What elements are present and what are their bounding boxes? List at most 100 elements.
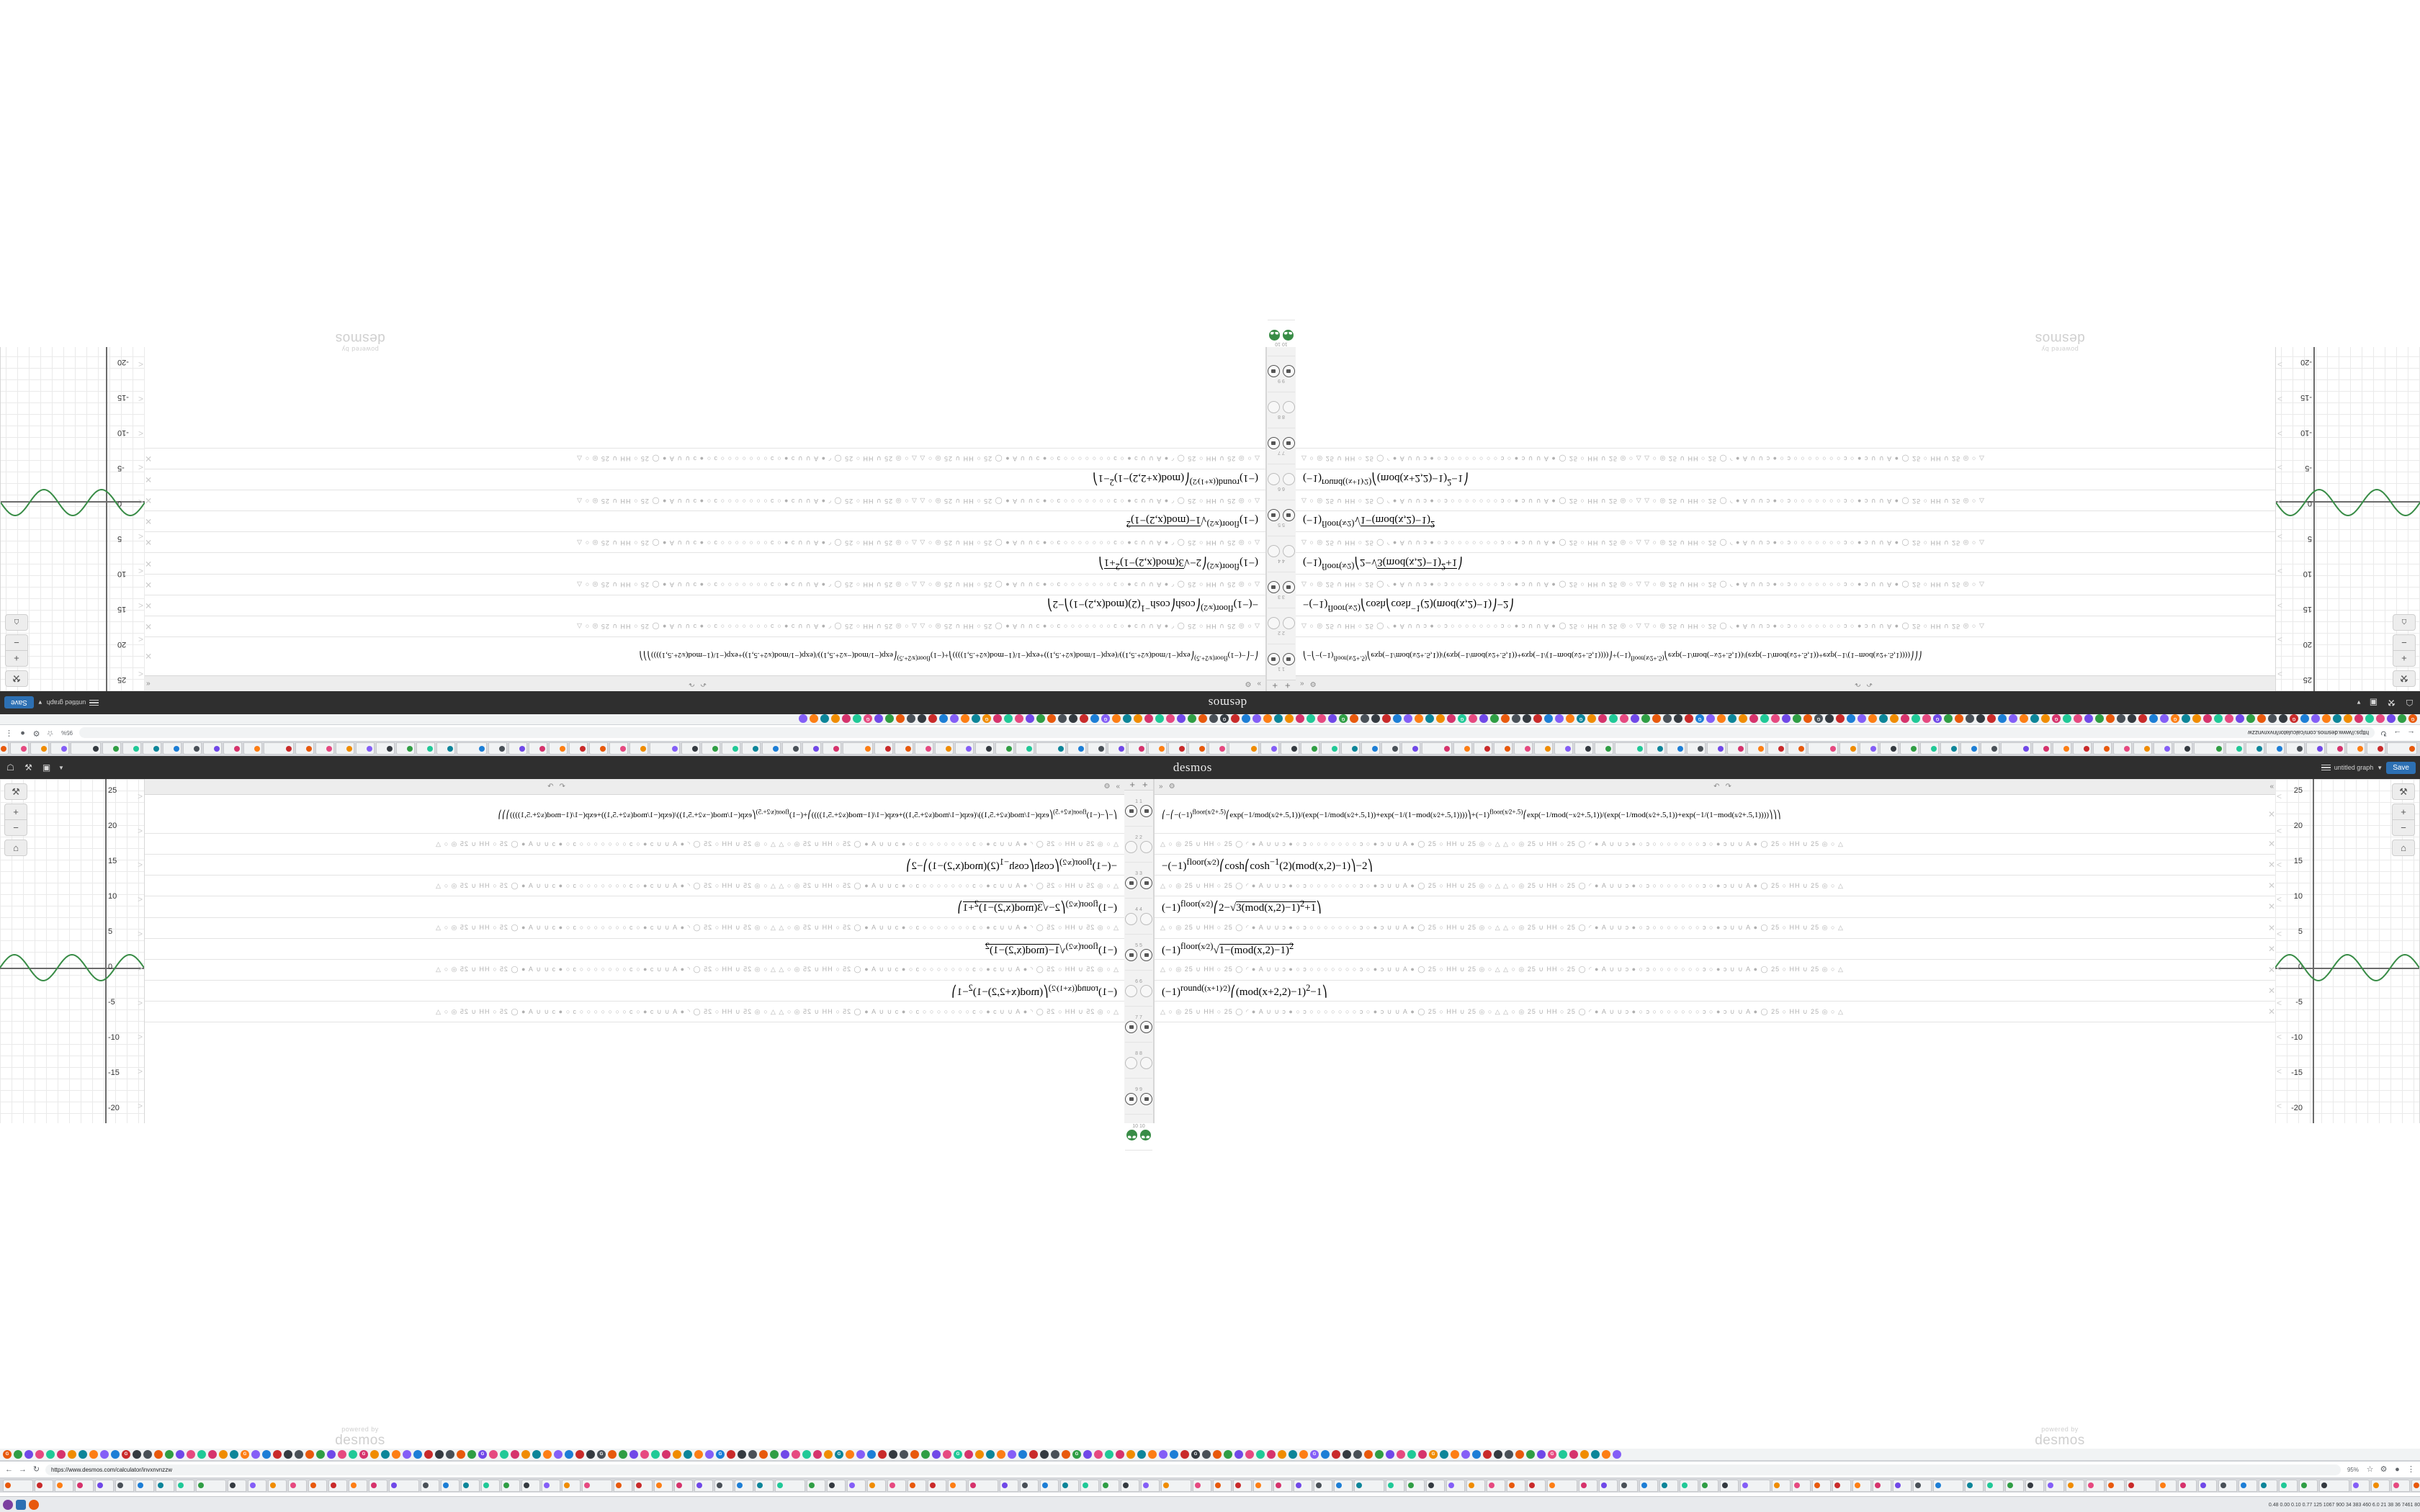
- browser-tab[interactable]: [203, 742, 222, 755]
- taskbar-app-icon[interactable]: [16, 1500, 26, 1510]
- bookmark-icon[interactable]: [1494, 1450, 1502, 1459]
- bookmark-icon[interactable]: [1793, 714, 1801, 723]
- browser-tab[interactable]: [389, 1479, 419, 1492]
- expression-row[interactable]: ⎛−⎛−(−1)floor(x∕2+.5)⎛exp(−1/mod(x∕2+.5,…: [1155, 795, 2278, 834]
- browser-tab[interactable]: [775, 1479, 805, 1492]
- browser-tab[interactable]: [2326, 742, 2345, 755]
- bookmark-icon[interactable]: [1040, 1450, 1049, 1459]
- browser-tab[interactable]: [2319, 1479, 2349, 1492]
- browser-tab[interactable]: [1747, 742, 1766, 755]
- bookmark-icon[interactable]: [1512, 714, 1520, 723]
- expression-formula[interactable]: (−1)floor(x∕2)⎛2−√3(mod(x,2)−1)2+1⎞: [1098, 556, 1258, 572]
- bookmark-icon[interactable]: [1177, 714, 1186, 723]
- expression-formula[interactable]: ⎛−⎛−(−1)floor(x∕2+.5)⎛exp(−1/mod(x∕2+.5,…: [498, 808, 1118, 819]
- browser-tab[interactable]: [1148, 742, 1167, 755]
- browser-tab[interactable]: [243, 742, 262, 755]
- bookmark-icon[interactable]: [1631, 714, 1639, 723]
- bookmark-icon[interactable]: [1047, 714, 1056, 723]
- browser-tab[interactable]: [1253, 1479, 1272, 1492]
- browser-tab[interactable]: [457, 742, 487, 755]
- expression-formula[interactable]: (−1)floor(x∕2)√1−(mod(x,2)−1)2: [985, 940, 1117, 956]
- expression-row[interactable]: △ ○ ◎ 25 ∪ НН ○ 25 ◯ ◜ ● А ∪ ∪ ɔ ● ○ ɔ ○…: [1296, 448, 2419, 469]
- bookmark-icon[interactable]: [885, 714, 894, 723]
- wrench-icon[interactable]: ⚒: [4, 783, 27, 800]
- expression-rail[interactable]: + + 1 1 2 2 3 3 4 4 5 5 6 6 7 7 8 8 9 9 10 10: [1124, 779, 1154, 1151]
- close-icon[interactable]: ✕: [2267, 1007, 2275, 1017]
- gear-icon[interactable]: ⚙: [1245, 680, 1252, 688]
- expression-row[interactable]: △ ○ ◎ 25 ∪ НН ○ 25 ◯ ◜ ● А ∪ ∪ ɔ ● ○ ɔ ○…: [1296, 616, 2419, 636]
- bookmark-icon[interactable]: [1447, 714, 1456, 723]
- expression-row[interactable]: (−1)floor(x∕2)⎛2−√3(mod(x,2)−1)2+1⎞✕: [1296, 552, 2419, 574]
- zoom-controls[interactable]: + −: [5, 634, 28, 667]
- expand-icon[interactable]: »: [1257, 680, 1261, 688]
- browser-tab[interactable]: [1108, 742, 1126, 755]
- bookmark-icon[interactable]: [1126, 1450, 1135, 1459]
- visibility-toggles[interactable]: [1125, 949, 1152, 961]
- browser-tab[interactable]: [1233, 1479, 1252, 1492]
- browser-tab[interactable]: [2133, 742, 2152, 755]
- visibility-toggle-icon[interactable]: [1140, 805, 1152, 817]
- bookmark-icon[interactable]: [2030, 714, 2039, 723]
- bookmark-icon[interactable]: [2236, 714, 2244, 723]
- bookmark-icon[interactable]: [853, 714, 861, 723]
- bookmark-icon[interactable]: [1170, 1450, 1178, 1459]
- bookmark-icon[interactable]: [1321, 1450, 1330, 1459]
- visibility-toggles[interactable]: [1125, 1021, 1152, 1033]
- visibility-toggle-icon[interactable]: [1140, 913, 1152, 925]
- close-icon[interactable]: ✕: [145, 621, 153, 631]
- visibility-toggle-icon[interactable]: [1283, 581, 1295, 593]
- bookmark-icon[interactable]: [219, 1450, 228, 1459]
- rail-cell[interactable]: 1 1: [1268, 644, 1295, 680]
- expression-rows[interactable]: ⎛−⎛−(−1)floor(x∕2+.5)⎛exp(−1/mod(x∕2+.5,…: [1155, 795, 2278, 1123]
- bookmark-icon[interactable]: [1879, 714, 1888, 723]
- zoom-in-button[interactable]: +: [5, 650, 28, 667]
- bookmark-icon[interactable]: [543, 1450, 552, 1459]
- visibility-toggle-icon[interactable]: [1283, 473, 1295, 485]
- bookmark-icon[interactable]: [2106, 714, 2115, 723]
- bookmark-icon[interactable]: [932, 1450, 941, 1459]
- bookmark-icon[interactable]: [2376, 714, 2385, 723]
- close-icon[interactable]: ✕: [145, 516, 153, 527]
- expression-slider[interactable]: △ ○ ◎ 25 ∪ НН ○ 25 ◯ ◜ ● А ∪ ∪ ɔ ● ○ ɔ ○…: [1160, 881, 1844, 889]
- expression-row[interactable]: △ ○ ◎ 25 ∪ НН ○ 25 ◯ ◜ ● А ∪ ∪ ɔ ● ○ ɔ ○…: [1296, 490, 2419, 511]
- chevron-down-icon[interactable]: ▼: [37, 699, 43, 706]
- expression-formula[interactable]: (−1)round((x+1)∕2)⎛(mod(x+2,2)−1)2−1⎞: [1162, 982, 1327, 998]
- bookmark-icon[interactable]: [1256, 1450, 1265, 1459]
- bookmark-icon[interactable]: [1209, 714, 1218, 723]
- bookmark-icon[interactable]: [370, 1450, 379, 1459]
- bookmark-icon[interactable]: [1252, 714, 1261, 723]
- bookmark-icon[interactable]: [1523, 714, 1531, 723]
- zoom-level-label[interactable]: 95%: [61, 729, 73, 737]
- bookmark-icon[interactable]: [2117, 714, 2125, 723]
- browser-tab[interactable]: [2198, 1479, 2217, 1492]
- bookmark-icon[interactable]: [2160, 714, 2169, 723]
- browser-tab[interactable]: [501, 1479, 520, 1492]
- taskbar-app-icon[interactable]: [3, 1500, 13, 1510]
- reload-icon[interactable]: ↻: [2380, 729, 2388, 738]
- bookmark-icon[interactable]: [1922, 714, 1931, 723]
- browser-tab[interactable]: [542, 1479, 560, 1492]
- bookmark-icon[interactable]: [921, 1450, 930, 1459]
- browser-tab[interactable]: [2053, 742, 2071, 755]
- bookmark-icon[interactable]: [629, 1450, 638, 1459]
- expression-rows[interactable]: ⎛−⎛−(−1)floor(x∕2+.5)⎛exp(−1/mod(x∕2+.5,…: [1296, 347, 2419, 675]
- expression-slider[interactable]: △ ○ ◎ 25 ∪ НН ○ 25 ◯ ◜ ● А ∪ ∪ ɔ ● ○ ɔ ○…: [435, 1007, 1119, 1015]
- bookmark-icon[interactable]: G: [3, 1450, 12, 1459]
- bookmark-icon[interactable]: [1451, 1450, 1459, 1459]
- bookmark-icon[interactable]: G: [478, 1450, 487, 1459]
- bookmark-icon[interactable]: [500, 1450, 508, 1459]
- expression-row[interactable]: △ ○ ◎ 25 ∪ НН ○ 25 ◯ ◜ ● А ∪ ∪ ɔ ● ○ ɔ ○…: [1155, 918, 2278, 939]
- home-icon[interactable]: ⌂: [2393, 614, 2416, 631]
- zoom-out-button[interactable]: −: [2392, 819, 2415, 836]
- browser-tab[interactable]: [2246, 742, 2264, 755]
- bookmark-icon[interactable]: [1018, 1450, 1027, 1459]
- browser-tab[interactable]: [1426, 1479, 1445, 1492]
- bookmark-icon[interactable]: [1166, 714, 1175, 723]
- browser-tab[interactable]: [589, 742, 608, 755]
- browser-tab[interactable]: [95, 1479, 114, 1492]
- rail-cell[interactable]: 5 5: [1125, 935, 1152, 971]
- browser-tab[interactable]: [2351, 1479, 2370, 1492]
- expression-panel-left[interactable]: » ⚙ ↶ ↷ « ⎛−⎛−(−1)floor(x∕2+.5)⎛exp(−1/m…: [1296, 347, 2420, 691]
- bookmark-icon[interactable]: [1180, 1450, 1189, 1459]
- browser-tab[interactable]: [1381, 742, 1400, 755]
